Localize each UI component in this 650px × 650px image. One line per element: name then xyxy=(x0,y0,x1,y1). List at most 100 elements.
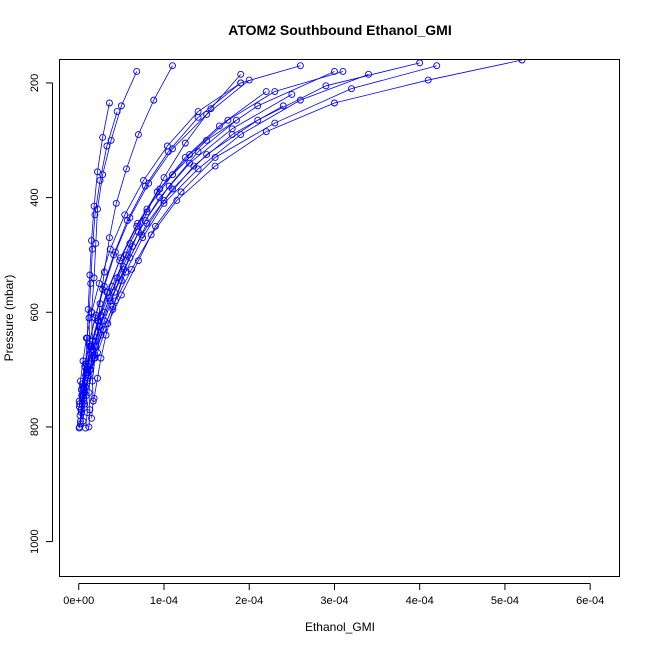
data-point xyxy=(228,131,236,138)
data-point xyxy=(82,424,90,432)
data-point xyxy=(116,257,124,265)
data-point xyxy=(245,76,253,84)
x-tick-label: 0e+00 xyxy=(63,595,94,607)
profile-series xyxy=(79,116,240,391)
data-point xyxy=(160,174,168,181)
profile-line xyxy=(81,105,284,396)
profile-series xyxy=(76,70,372,431)
data-point xyxy=(113,108,121,116)
profile-line xyxy=(79,73,369,427)
data-point xyxy=(339,68,347,75)
data-point xyxy=(100,283,108,290)
data-point xyxy=(262,88,270,95)
data-point xyxy=(94,168,101,176)
data-point xyxy=(100,268,108,276)
data-point xyxy=(271,119,279,127)
data-point xyxy=(96,176,104,184)
plot-data xyxy=(75,60,526,432)
y-tick-label: 400 xyxy=(29,188,41,206)
data-point xyxy=(224,116,232,124)
data-point xyxy=(111,297,119,305)
data-point xyxy=(85,314,93,322)
data-point xyxy=(97,354,105,362)
data-point xyxy=(348,85,355,93)
data-point xyxy=(288,90,296,98)
data-point xyxy=(123,251,130,259)
data-point xyxy=(163,142,171,150)
plot-frame xyxy=(59,59,620,577)
data-point xyxy=(79,383,87,391)
profile-line xyxy=(80,60,523,425)
data-point xyxy=(203,111,211,118)
data-point xyxy=(186,151,194,159)
data-point xyxy=(194,108,202,116)
profile-line xyxy=(88,71,138,427)
data-point xyxy=(77,406,85,414)
data-point xyxy=(169,62,176,70)
x-tick-label: 5e-04 xyxy=(491,595,519,607)
data-point xyxy=(416,60,424,67)
data-point xyxy=(83,334,91,342)
y-tick-label: 1000 xyxy=(29,529,41,553)
data-point xyxy=(140,176,147,184)
data-point xyxy=(133,68,141,75)
data-point xyxy=(518,60,526,64)
data-point xyxy=(160,197,168,204)
data-point xyxy=(88,245,96,253)
data-point xyxy=(95,280,103,288)
data-point xyxy=(150,96,158,104)
profile-series xyxy=(77,68,347,414)
data-point xyxy=(322,82,330,90)
data-point xyxy=(134,131,142,138)
data-point xyxy=(262,128,270,136)
x-tick-label: 3e-04 xyxy=(320,595,348,607)
data-point xyxy=(105,99,113,107)
data-point xyxy=(232,116,240,124)
data-point xyxy=(331,99,338,107)
x-axis-label: Ethanol_GMI xyxy=(305,620,375,634)
data-point xyxy=(84,305,92,313)
data-point xyxy=(107,136,115,144)
data-point xyxy=(177,188,185,196)
data-point xyxy=(104,288,112,296)
data-point xyxy=(133,222,141,230)
data-point xyxy=(87,280,95,288)
y-tick-label: 800 xyxy=(29,418,41,436)
data-point xyxy=(112,199,120,207)
data-point xyxy=(181,139,189,147)
data-point xyxy=(94,374,101,382)
data-point xyxy=(117,102,125,110)
data-point xyxy=(90,202,98,210)
data-point xyxy=(331,68,338,75)
data-point xyxy=(279,102,287,110)
data-point xyxy=(88,414,95,422)
data-point xyxy=(141,217,149,224)
data-point xyxy=(88,377,96,385)
data-point xyxy=(97,311,105,319)
data-point xyxy=(88,337,96,345)
data-point xyxy=(111,248,119,256)
data-point xyxy=(169,145,176,153)
data-point xyxy=(88,237,95,245)
y-tick-label: 200 xyxy=(29,74,41,92)
data-point xyxy=(215,122,223,130)
data-point xyxy=(134,219,142,227)
data-point xyxy=(211,154,219,161)
data-point xyxy=(271,88,279,95)
data-point xyxy=(86,271,94,279)
data-point xyxy=(237,70,245,78)
profile-line xyxy=(82,119,237,387)
data-point xyxy=(147,231,155,239)
data-point xyxy=(169,171,176,179)
data-point xyxy=(190,162,198,170)
data-point xyxy=(79,417,87,425)
data-point xyxy=(106,245,114,253)
data-point xyxy=(194,148,202,156)
data-point xyxy=(108,283,116,290)
x-tick-label: 2e-04 xyxy=(235,595,263,607)
data-point xyxy=(237,79,245,87)
profile-line xyxy=(91,65,173,419)
data-point xyxy=(165,182,173,190)
data-point xyxy=(138,231,146,239)
profile-line xyxy=(80,62,420,413)
